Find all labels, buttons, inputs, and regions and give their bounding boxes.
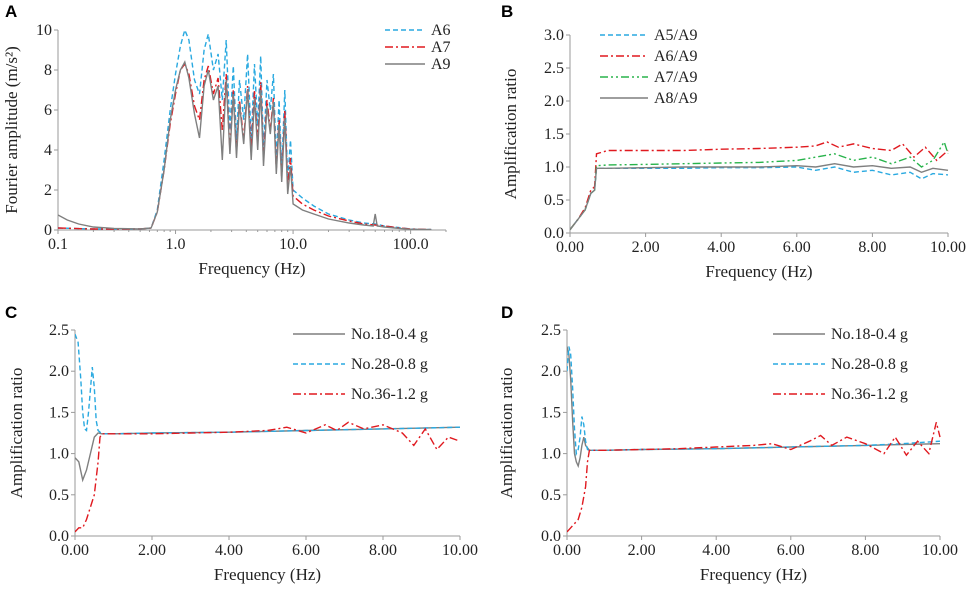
panel-a-x-tick-label: 100.0 [393,236,429,253]
panel-c-legend-label: No.36-1.2 g [351,386,428,403]
panel-d: D 0.0 0.5 1.0 1.5 2.0 2.5 0.00 2.00 4.00 6.00 8.00… [497,303,958,584]
panel-b-y-tick-label: 3.0 [544,27,564,44]
panel-a: A 0 2 4 6 8 10 0.1 1.0 10.0 100.0 Frequency (Hz) Fo… [2,2,451,278]
panel-d-legend-label: No.28-0.8 g [831,356,908,373]
panel-c-x-tick-label: 8.00 [369,542,397,559]
panel-c-x-tick-label: 4.00 [215,542,243,559]
panel-c-series-line-no-28-0-8-g [75,333,461,435]
panel-b-legend-label: A7/A9 [654,69,698,86]
panel-b-y-tick-label: 0.5 [544,192,564,209]
panel-b-series-line-a5-a9 [570,166,949,231]
panel-b-x-axis-title: Frequency (Hz) [705,262,812,281]
panel-b-series-line-a7-a9 [570,140,949,231]
panel-d-legend-label: No.36-1.2 g [831,386,908,403]
panel-a-legend-label: A7 [431,39,451,56]
panel-a-y-tick-label: 8 [44,62,52,79]
panel-d-letter: D [501,303,513,322]
panel-d-x-axis-title: Frequency (Hz) [700,565,807,584]
panel-c-y-tick-label: 1.5 [49,404,69,421]
panel-d-y-axis-title: Amplification ratio [497,368,516,499]
panel-d-x-tick-label: 8.00 [851,542,879,559]
panel-b-y-tick-label: 2.0 [544,93,564,110]
panel-b-series-line-a8-a9 [570,162,949,231]
panel-d-series-line-no-28-0-8-g [567,346,941,457]
panel-b-x-tick-label: 4.00 [707,239,735,256]
panel-c-x-tick-label: 2.00 [138,542,166,559]
panel-b-x-tick-label: 0.00 [556,239,584,256]
panel-a-y-tick-label: 6 [44,102,52,119]
panel-a-y-axis-title: Fourier amplitude (m/s²) [2,46,21,214]
panel-a-x-tick-label: 10.0 [279,236,307,253]
panel-b-x-tick-label: 2.00 [632,239,660,256]
panel-a-x-axis-title: Frequency (Hz) [198,259,305,278]
panel-d-y-tick-label: 2.0 [541,363,561,380]
panel-c-y-tick-label: 0.5 [49,487,69,504]
panel-d-y-tick-label: 1.5 [541,404,561,421]
panel-c-y-tick-label: 1.0 [49,446,69,463]
panel-b-series-line-a6-a9 [570,141,949,231]
panel-a-series-line-a9 [58,60,432,230]
panel-d-x-tick-label: 6.00 [777,542,805,559]
panel-b: B 0.0 0.5 1.0 1.5 2.0 2.5 3.0 0.00 2.00 4.00 6.00 8… [501,2,966,281]
panel-b-legend-label: A5/A9 [654,27,698,44]
panel-c-y-tick-label: 2.0 [49,363,69,380]
panel-b-y-tick-label: 1.5 [544,126,564,143]
panel-b-y-tick-label: 2.5 [544,60,564,77]
panel-c-y-tick-label: 0.0 [49,528,69,545]
panel-c-y-tick-label: 2.5 [49,322,69,339]
panel-c-letter: C [5,303,17,322]
panel-a-x-tick-label: 0.1 [48,236,68,253]
panel-c-series-line-no-18-0-4-g [75,426,461,483]
panel-d-x-tick-label: 4.00 [702,542,730,559]
panel-c: C 0.0 0.5 1.0 1.5 2.0 2.5 0.00 2.00 4.00 6.00 8.00… [5,303,478,584]
panel-b-y-tick-label: 0.0 [544,225,564,242]
panel-b-y-tick-label: 1.0 [544,159,564,176]
panel-a-legend-label: A6 [431,22,451,39]
panel-b-letter: B [501,2,513,21]
panel-a-legend-label: A9 [431,56,451,73]
panel-b-x-tick-label: 6.00 [783,239,811,256]
panel-d-x-tick-label: 2.00 [628,542,656,559]
panel-c-x-tick-label: 10.00 [442,542,478,559]
panel-b-x-tick-label: 10.00 [930,239,966,256]
panel-c-series-line-no-36-1-2-g [75,421,461,533]
panel-a-series-line-a6 [58,27,432,230]
panel-a-y-tick-label: 2 [44,182,52,199]
panel-c-legend-label: No.18-0.4 g [351,326,428,343]
panel-c-legend-label: No.28-0.8 g [351,356,428,373]
panel-d-y-tick-label: 0.5 [541,487,561,504]
panel-d-legend-label: No.18-0.4 g [831,326,908,343]
panel-d-series-line-no-36-1-2-g [567,422,941,533]
panel-b-legend-label: A6/A9 [654,48,698,65]
panel-c-y-axis-title: Amplification ratio [7,368,26,499]
panel-b-x-tick-label: 8.00 [858,239,886,256]
panel-b-y-axis-title: Amplification ratio [501,69,520,200]
panel-c-x-tick-label: 6.00 [292,542,320,559]
panel-d-series-line-no-18-0-4-g [567,346,941,469]
panel-a-letter: A [5,2,17,21]
panel-c-x-axis-title: Frequency (Hz) [214,565,321,584]
panel-a-y-tick-label: 4 [44,142,52,159]
panel-a-y-tick-label: 0 [44,222,52,239]
panel-d-y-tick-label: 1.0 [541,446,561,463]
panel-a-x-tick-label: 1.0 [166,236,186,253]
panel-a-series-line-a7 [58,62,432,230]
panel-d-y-tick-label: 0.0 [541,528,561,545]
panel-d-x-tick-label: 10.00 [922,542,958,559]
panel-b-legend-label: A8/A9 [654,90,698,107]
panel-d-y-tick-label: 2.5 [541,322,561,339]
panel-c-x-tick-label: 0.00 [61,542,89,559]
panel-a-y-tick-label: 10 [36,22,52,39]
panel-d-x-tick-label: 0.00 [553,542,581,559]
